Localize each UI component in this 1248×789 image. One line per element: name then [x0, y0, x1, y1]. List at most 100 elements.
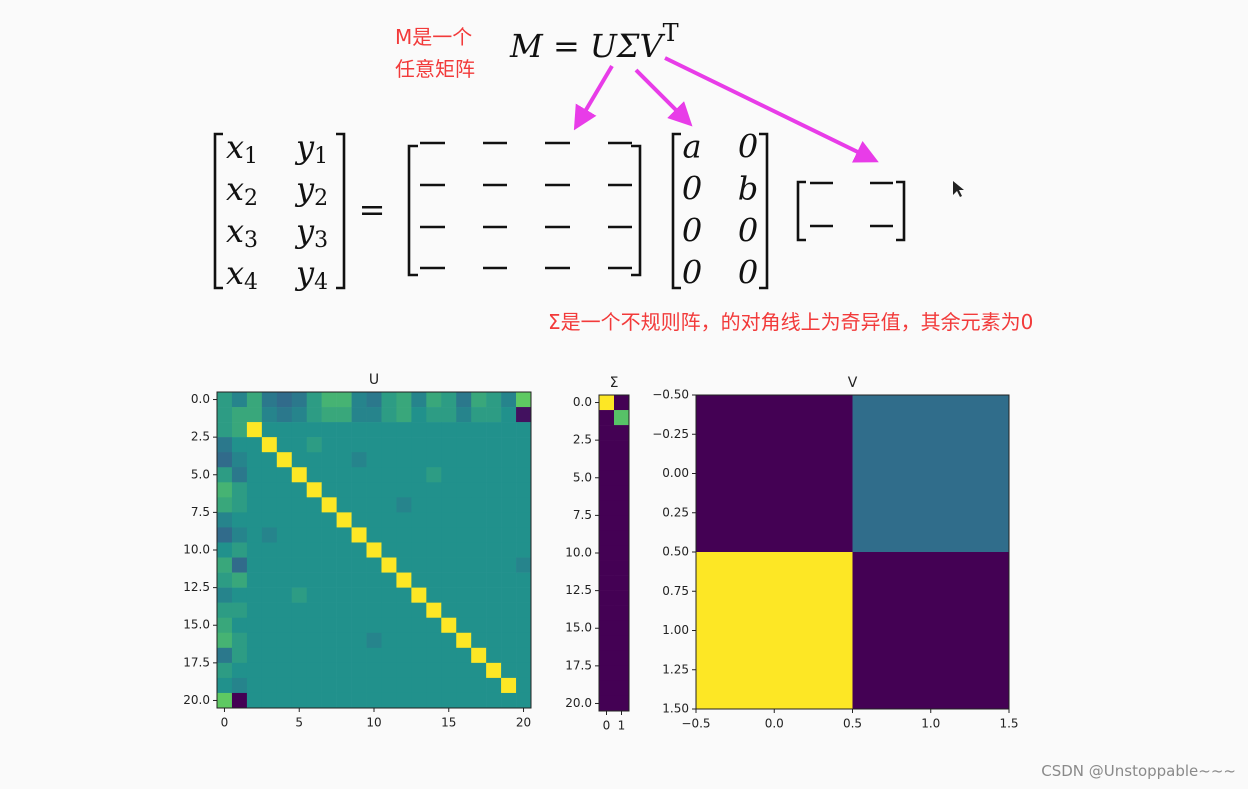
heatmap-cell — [441, 647, 457, 664]
heatmap-cell — [261, 632, 278, 649]
entry-sub: 2 — [314, 186, 328, 211]
heatmap-cell — [336, 587, 352, 603]
sigma-entry: 0 — [738, 254, 758, 292]
heatmap-cell — [246, 392, 263, 408]
heatmap-cell — [396, 632, 412, 649]
heatmap-cell — [306, 647, 322, 664]
heatmap-cell — [456, 617, 472, 634]
heatmap-cell — [456, 677, 472, 694]
heatmap-cell — [614, 650, 630, 667]
heatmap-cell — [456, 692, 472, 709]
heatmap-cell — [381, 527, 397, 543]
heatmap-cell — [217, 542, 233, 558]
heatmap-cell — [246, 677, 263, 694]
heatmap-cell — [486, 392, 502, 408]
heatmap-cell — [396, 662, 412, 679]
bracket — [796, 180, 806, 242]
heatmap-cell — [231, 677, 248, 694]
heatmap-cell — [217, 452, 233, 468]
heatmap-cell — [291, 587, 308, 603]
heatmap-cell — [306, 542, 322, 558]
heatmap-cell — [291, 662, 308, 679]
heatmap-cell — [381, 392, 397, 408]
heatmap-cell — [217, 677, 233, 694]
y-tick-label: 10.0 — [183, 543, 210, 557]
heatmap-cell — [231, 482, 248, 498]
heatmap-cell — [381, 557, 397, 573]
heatmap-cell — [291, 617, 308, 634]
heatmap-cell — [456, 512, 472, 528]
heatmap-cell — [501, 632, 517, 649]
heatmap-cell — [306, 587, 322, 603]
heatmap-cell — [426, 587, 442, 603]
heatmap-cell — [501, 482, 517, 498]
heatmap-cell — [381, 647, 397, 664]
heatmap-cell — [336, 677, 352, 694]
heatmap-cell — [261, 587, 278, 603]
heatmap-chart: Σ0 10.02.55.07.510.012.515.017.520.0 — [565, 375, 630, 733]
heatmap-cell — [381, 452, 397, 468]
heatmap-cell — [336, 662, 352, 679]
heatmap-cell — [599, 665, 615, 682]
heatmap-cell — [456, 392, 472, 408]
heatmap-cell — [599, 680, 615, 697]
y-tick-label: 2.5 — [573, 433, 592, 447]
heatmap-cell — [516, 647, 532, 664]
chart-title: U — [369, 372, 379, 388]
heatmap-cell — [486, 692, 502, 709]
heatmap-cell — [261, 617, 278, 634]
heatmap-cell — [381, 602, 397, 619]
heatmap-cell — [351, 632, 367, 649]
heatmap-cell — [614, 575, 630, 591]
heatmap-cell — [599, 470, 615, 486]
heatmap-cell — [276, 572, 293, 588]
heatmap-cell — [614, 485, 630, 501]
heatmap-cell — [516, 692, 532, 709]
heatmap-cell — [456, 527, 472, 543]
x-tick-label: −0.5 — [681, 717, 710, 731]
heatmap-cell — [291, 527, 308, 543]
matrix-entry: x2 — [226, 170, 258, 212]
heatmap-cell — [426, 617, 442, 634]
heatmap-cell — [501, 572, 517, 588]
heatmap-cell — [471, 677, 487, 694]
heatmap-cell — [276, 512, 293, 528]
heatmap-cell — [411, 677, 427, 694]
heatmap-cell — [396, 692, 412, 709]
heatmap-cell — [261, 647, 278, 664]
heatmap-cell — [441, 542, 457, 558]
heatmap-cell — [261, 602, 278, 619]
heatmap-cell — [291, 632, 308, 649]
heatmap-cell — [426, 482, 442, 498]
heatmap-cell — [246, 437, 263, 453]
heatmap-cell — [321, 452, 337, 468]
heatmap-cell — [501, 527, 517, 543]
heatmap-cell — [501, 512, 517, 528]
heatmap-cell — [276, 557, 293, 573]
heatmap-cell — [261, 542, 278, 558]
heatmap-cell — [231, 557, 248, 573]
sigma-entry: b — [738, 170, 758, 208]
entry-sub: 4 — [314, 270, 328, 295]
heatmap-cell — [516, 572, 532, 588]
heatmap-cell — [411, 572, 427, 588]
heatmap-cell — [261, 677, 278, 694]
bracket — [896, 180, 906, 242]
heatmap-cell — [426, 452, 442, 468]
heatmap-cell — [381, 467, 397, 483]
y-tick-label: 15.0 — [565, 621, 592, 635]
heatmap-cell — [381, 497, 397, 513]
heatmap-cell — [261, 437, 278, 453]
heatmap-cell — [276, 662, 293, 679]
heatmap-cell — [306, 617, 322, 634]
heatmap-cell — [501, 647, 517, 664]
heatmap-cell — [426, 602, 442, 619]
heatmap-cell — [441, 662, 457, 679]
heatmap-cell — [336, 542, 352, 558]
heatmap-cell — [336, 692, 352, 709]
heatmap-cell — [456, 572, 472, 588]
heatmap-cell — [291, 557, 308, 573]
heatmap-cell — [351, 602, 367, 619]
heatmap-cell — [276, 467, 293, 483]
